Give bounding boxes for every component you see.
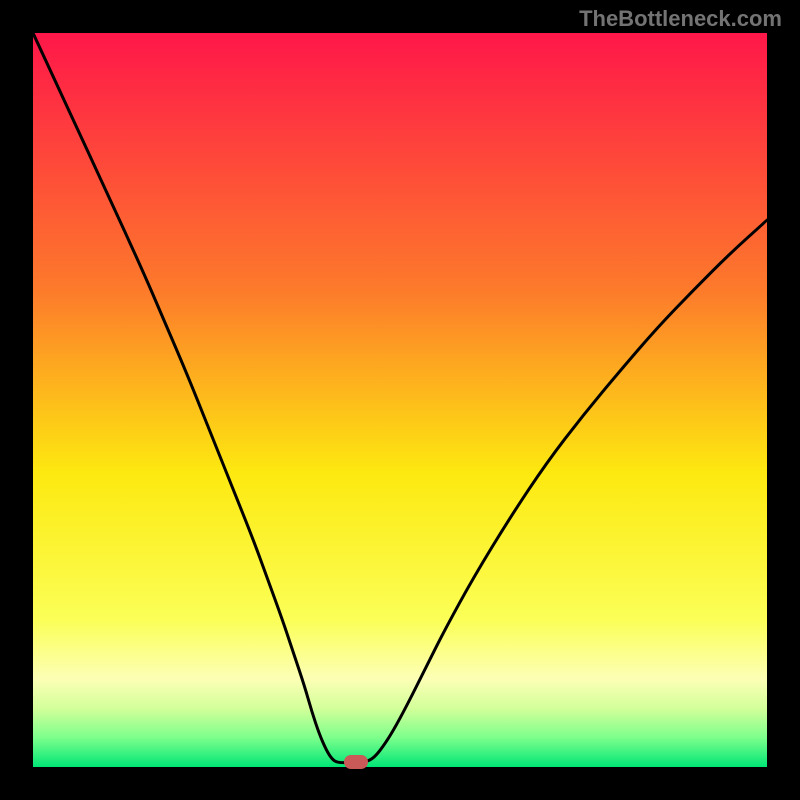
- chart-plot-area: [33, 33, 767, 767]
- bottleneck-curve: [33, 33, 767, 767]
- watermark-text: TheBottleneck.com: [579, 6, 782, 32]
- optimum-marker: [344, 755, 367, 770]
